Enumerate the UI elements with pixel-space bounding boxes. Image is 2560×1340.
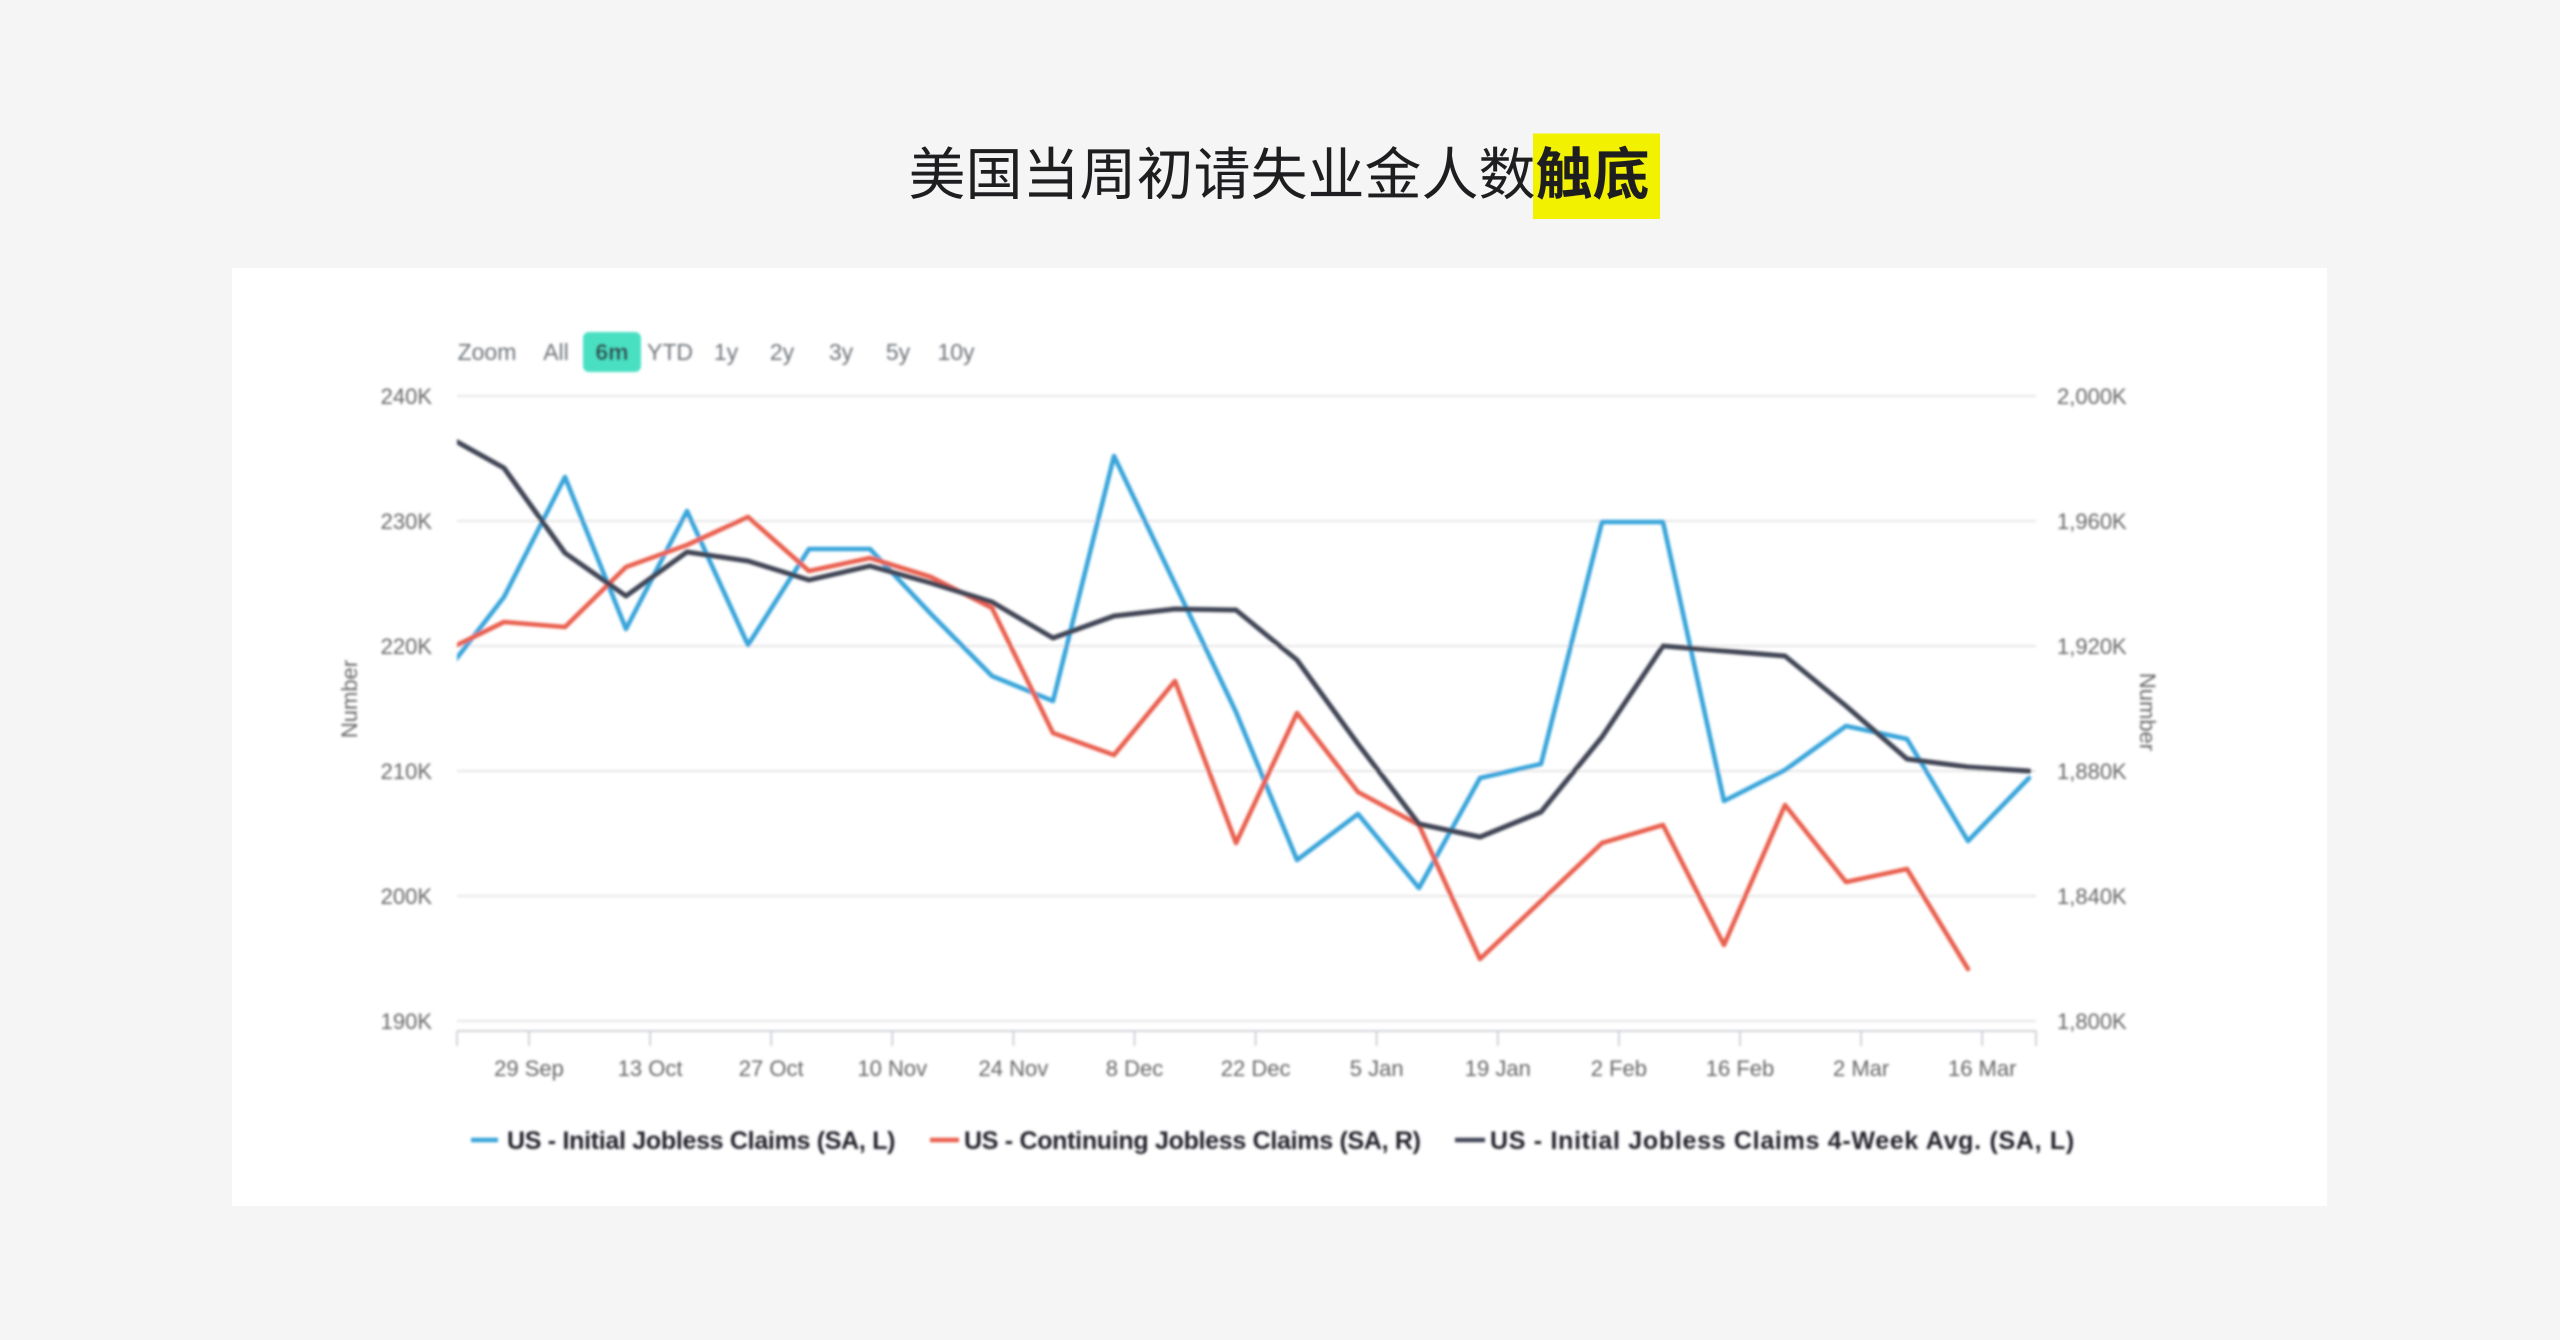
svg-text:8 Dec: 8 Dec — [1106, 1056, 1163, 1081]
svg-text:US - Initial Jobless Claims 4-: US - Initial Jobless Claims 4-Week Avg. … — [1490, 1127, 2075, 1155]
svg-text:16 Mar: 16 Mar — [1948, 1056, 2016, 1081]
svg-text:3y: 3y — [829, 339, 854, 365]
svg-text:10y: 10y — [937, 339, 975, 365]
svg-text:13 Oct: 13 Oct — [618, 1056, 683, 1081]
svg-text:1,840K: 1,840K — [2057, 884, 2127, 909]
svg-text:230K: 230K — [381, 509, 433, 534]
svg-text:190K: 190K — [381, 1009, 433, 1034]
svg-text:2 Mar: 2 Mar — [1833, 1056, 1889, 1081]
svg-text:2,000K: 2,000K — [2057, 384, 2127, 409]
svg-text:29 Sep: 29 Sep — [494, 1056, 564, 1081]
svg-text:1,800K: 1,800K — [2057, 1009, 2127, 1034]
svg-text:210K: 210K — [381, 759, 433, 784]
svg-text:2y: 2y — [770, 339, 795, 365]
svg-text:16 Feb: 16 Feb — [1706, 1056, 1775, 1081]
svg-text:24 Nov: 24 Nov — [979, 1056, 1049, 1081]
svg-text:10 Nov: 10 Nov — [857, 1056, 927, 1081]
svg-text:5y: 5y — [886, 339, 911, 365]
svg-text:6m: 6m — [595, 339, 628, 365]
svg-text:200K: 200K — [381, 884, 433, 909]
svg-text:22 Dec: 22 Dec — [1221, 1056, 1291, 1081]
svg-text:YTD: YTD — [647, 339, 693, 365]
svg-text:Zoom: Zoom — [458, 339, 517, 365]
svg-text:2 Feb: 2 Feb — [1591, 1056, 1647, 1081]
svg-text:Number: Number — [337, 660, 362, 738]
svg-text:19 Jan: 19 Jan — [1465, 1056, 1531, 1081]
svg-text:US - Initial Jobless Claims (S: US - Initial Jobless Claims (SA, L) — [507, 1127, 895, 1155]
svg-text:1,960K: 1,960K — [2057, 509, 2127, 534]
svg-text:27 Oct: 27 Oct — [739, 1056, 804, 1081]
svg-text:5 Jan: 5 Jan — [1350, 1056, 1404, 1081]
svg-text:Number: Number — [2135, 673, 2160, 751]
svg-text:1y: 1y — [714, 339, 739, 365]
svg-text:220K: 220K — [381, 634, 433, 659]
svg-text:1,880K: 1,880K — [2057, 759, 2127, 784]
svg-text:240K: 240K — [381, 384, 433, 409]
svg-text:US - Continuing Jobless Claims: US - Continuing Jobless Claims (SA, R) — [964, 1127, 1421, 1155]
svg-text:1,920K: 1,920K — [2057, 634, 2127, 659]
svg-text:All: All — [543, 339, 569, 365]
